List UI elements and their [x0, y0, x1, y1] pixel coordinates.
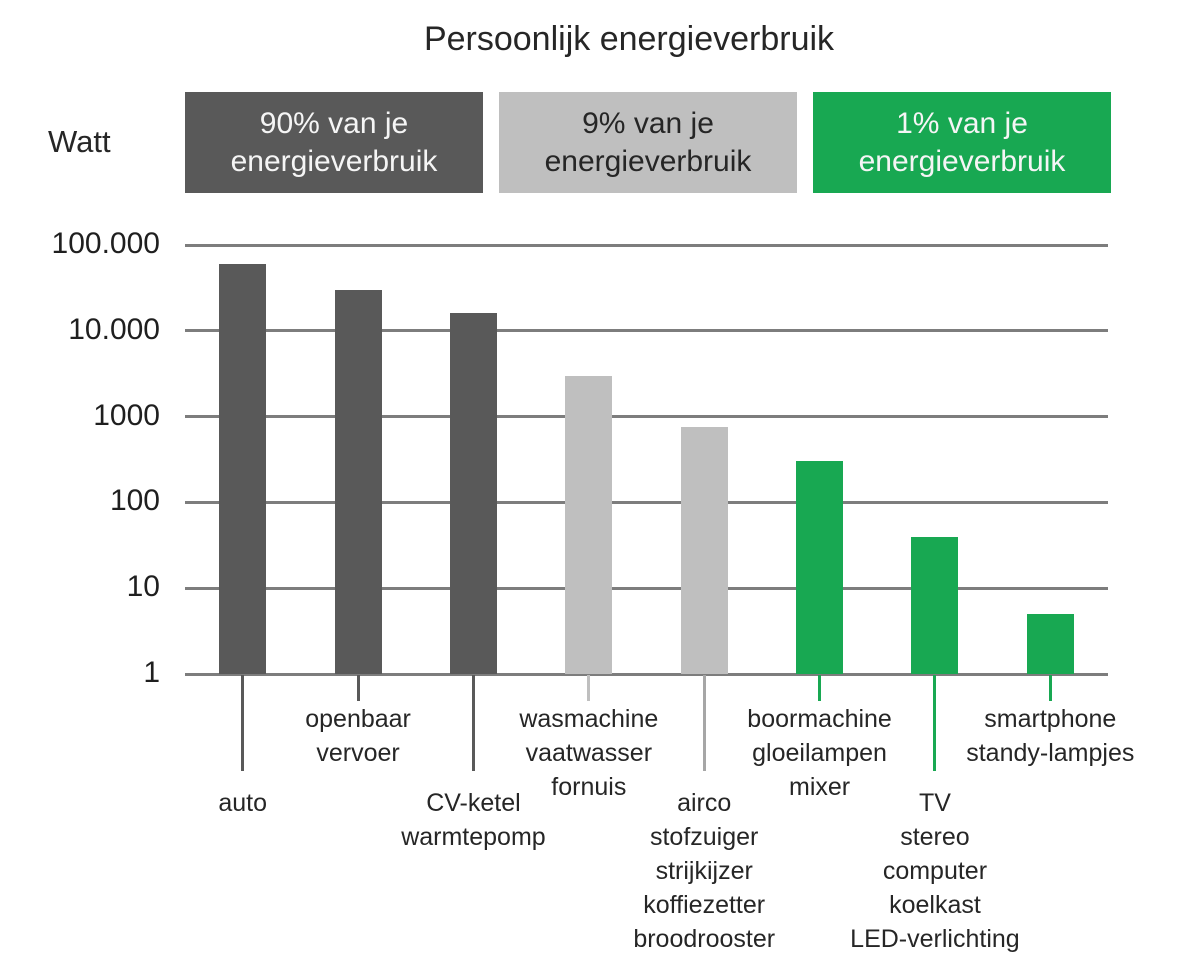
legend-label-line: energieverbruik: [230, 144, 438, 178]
x-axis-label-line: airco: [677, 789, 732, 817]
x-axis-leader-line: [356, 675, 360, 701]
x-axis-leader-line: [818, 675, 822, 701]
gridline: [185, 500, 1108, 504]
x-axis-label-line: mixer: [789, 773, 851, 801]
y-axis-tick-label: 100.000: [51, 227, 160, 260]
x-axis-label: wasmachine vaatwasser fornuis: [439, 702, 739, 804]
x-axis-label-line: gloeilampen: [752, 739, 887, 767]
x-axis-label-line: warmtepomp: [401, 823, 546, 851]
legend-item-90-percent: 90% van je energieverbruik: [185, 92, 483, 193]
gridline: [185, 243, 1108, 247]
gridline: [185, 586, 1108, 590]
legend-label-line: energieverbruik: [544, 144, 752, 178]
x-axis-label-line: auto: [218, 789, 268, 817]
x-axis-leader-line: [241, 675, 245, 771]
x-axis-label-line: boormachine: [747, 705, 892, 733]
x-axis-label-line: computer: [882, 857, 988, 885]
x-axis-label-line: smartphone: [984, 705, 1117, 733]
chart-title: Persoonlijk energieverbruik: [423, 20, 835, 58]
x-axis-label-line: koffiezetter: [643, 891, 766, 919]
x-axis-leader-line: [587, 675, 591, 701]
y-axis-unit-label: Watt: [48, 124, 111, 159]
legend-label-line: 1% van je: [896, 106, 1028, 140]
x-axis-label-line: fornuis: [551, 773, 627, 801]
bar-wasmachine: [565, 375, 613, 674]
bar-smartphone: [1026, 614, 1074, 674]
bar-auto: [219, 264, 267, 674]
bar-tv: [911, 536, 959, 674]
y-axis-tick-label: 100: [109, 484, 160, 518]
y-axis-tick-label: 1000: [93, 398, 160, 432]
x-axis-label: smartphone standy-lampjes: [900, 702, 1178, 770]
bar-cv-ketel: [449, 313, 497, 674]
x-axis-label-line: TV: [918, 789, 951, 817]
x-axis-label-line: CV-ketel: [426, 789, 521, 817]
x-axis-label-line: koelkast: [889, 891, 981, 919]
gridline: [185, 415, 1108, 419]
x-axis-label-line: vaatwasser: [525, 739, 653, 767]
x-axis-leader-line: [1048, 675, 1052, 701]
legend-item-9-percent: 9% van je energieverbruik: [499, 92, 797, 193]
gridline: [185, 672, 1108, 676]
x-axis-label: boormachine gloeilampen mixer: [670, 702, 970, 804]
legend-label-line: energieverbruik: [858, 144, 1066, 178]
legend-label-line: 90% van je: [259, 106, 409, 140]
x-axis-label-line: stofzuiger: [649, 823, 759, 851]
y-axis-tick-label: 10.000: [68, 312, 160, 346]
gridline: [185, 329, 1108, 333]
x-axis-leader-line: [702, 675, 706, 771]
x-axis-label-line: broodrooster: [633, 925, 776, 953]
x-axis-label-line: standy-lampjes: [966, 739, 1135, 767]
x-axis-label-line: LED-verlichting: [850, 925, 1020, 953]
x-axis-label-line: openbaar: [305, 705, 411, 733]
legend-item-1-percent: 1% van je energieverbruik: [813, 92, 1111, 193]
x-axis-leader-line: [471, 675, 475, 771]
x-axis-label-line: vervoer: [316, 739, 400, 767]
x-axis-label: auto: [93, 786, 393, 820]
x-axis-leader-line: [933, 675, 937, 771]
x-axis-label: CV-ketel warmtepomp: [323, 786, 623, 854]
x-axis-label: TV stereo computer koelkast LED-verlichting: [785, 786, 1085, 956]
bar-openbaar: [334, 289, 382, 674]
x-axis-label-line: stereo: [900, 823, 970, 851]
bar-airco: [680, 427, 728, 674]
y-axis-tick-label: 10: [126, 570, 160, 604]
x-axis-label: airco stofzuiger strijkijzer koffiezetter br…: [554, 786, 854, 956]
y-axis-tick-label: 1: [143, 656, 160, 689]
bar-boormachine: [796, 461, 844, 674]
x-axis-label-line: strijkijzer: [655, 857, 753, 885]
x-axis-label-line: wasmachine: [519, 705, 659, 733]
legend-label-line: 9% van je: [582, 106, 714, 140]
x-axis-label: openbaar vervoer: [208, 702, 508, 770]
